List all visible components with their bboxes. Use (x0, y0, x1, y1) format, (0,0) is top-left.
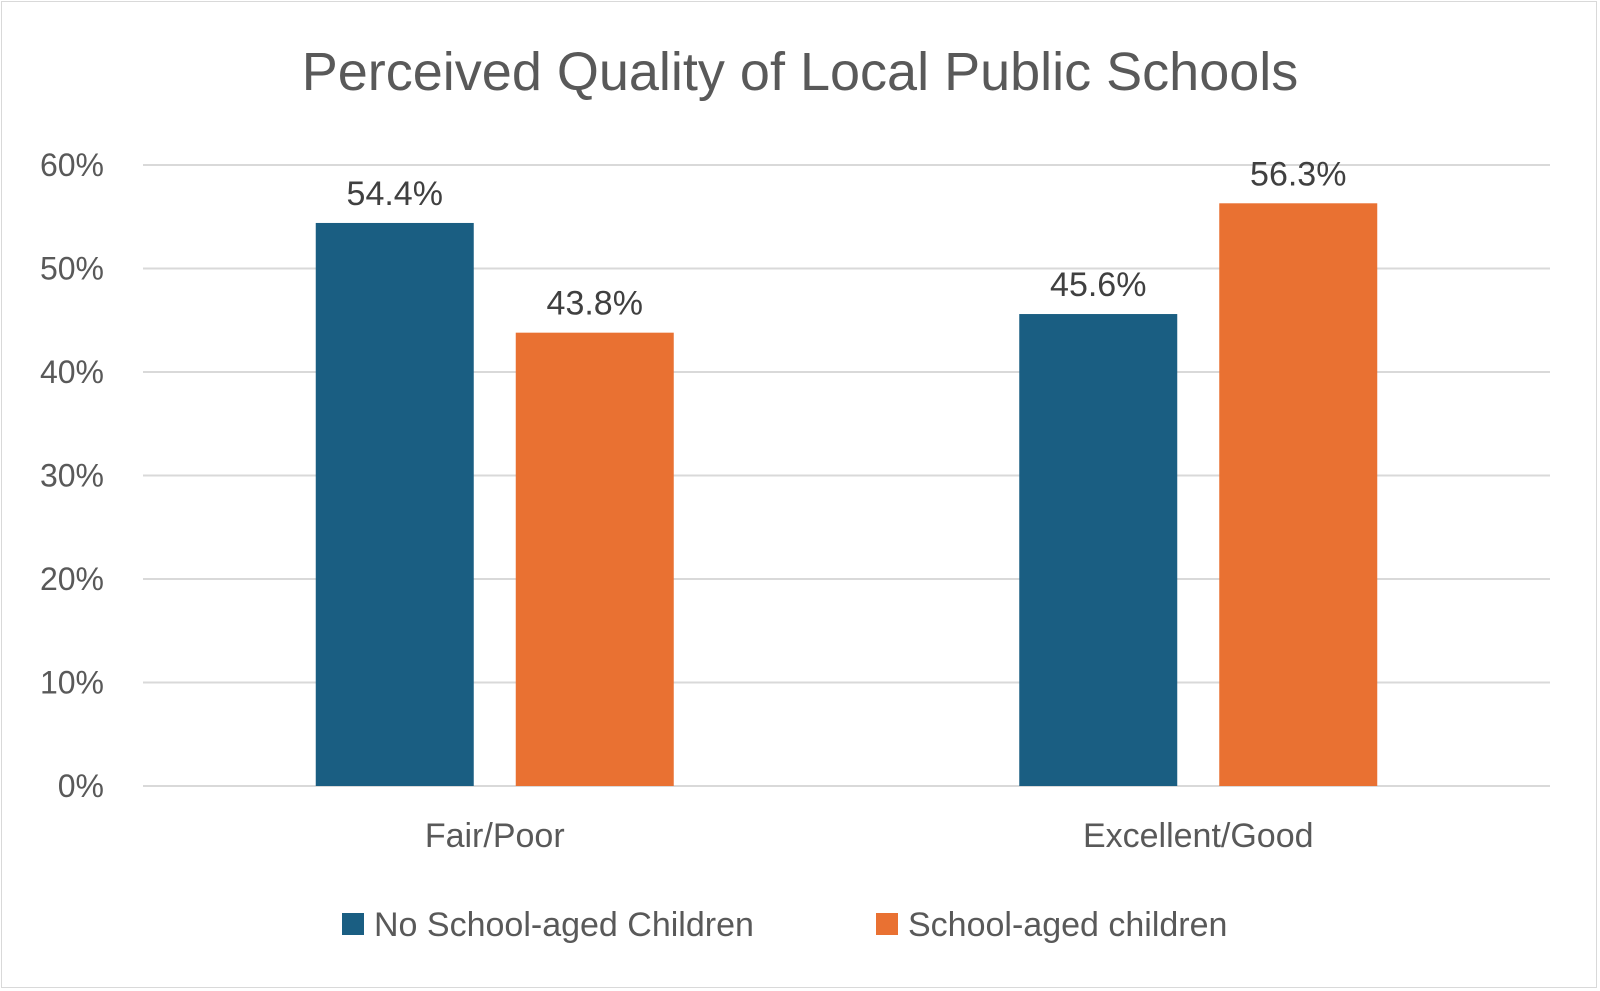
legend-swatch (876, 913, 898, 935)
legend-label: School-aged children (908, 906, 1227, 944)
y-tick-label: 30% (40, 458, 104, 494)
legend-swatch (342, 913, 364, 935)
x-tick-label: Fair/Poor (425, 817, 565, 855)
y-tick-label: 60% (40, 147, 104, 183)
y-tick-label: 0% (58, 768, 104, 804)
data-labels: 54.4% 43.8% 45.6% 56.3% (347, 155, 1347, 322)
data-label: 45.6% (1050, 266, 1146, 304)
bars (315, 203, 1378, 787)
data-label: 43.8% (547, 285, 643, 323)
legend: No School-aged Children School-aged child… (342, 906, 1227, 944)
y-tick-label: 50% (40, 251, 104, 287)
bar (515, 332, 674, 786)
legend-item: No School-aged Children (342, 906, 754, 944)
y-tick-label: 10% (40, 665, 104, 701)
bar (1219, 203, 1378, 787)
chart-title: Perceived Quality of Local Public School… (302, 42, 1299, 102)
x-axis: Fair/Poor Excellent/Good (425, 817, 1314, 855)
legend-item: School-aged children (876, 906, 1227, 944)
x-tick-label: Excellent/Good (1083, 817, 1314, 855)
y-tick-label: 40% (40, 354, 104, 390)
y-tick-label: 20% (40, 561, 104, 597)
bar (315, 222, 474, 786)
legend-label: No School-aged Children (374, 906, 754, 944)
y-axis: 0% 10% 20% 30% 40% 50% 60% (40, 147, 104, 804)
data-label: 54.4% (347, 175, 443, 213)
bar (1019, 314, 1178, 786)
data-label: 56.3% (1250, 155, 1346, 193)
